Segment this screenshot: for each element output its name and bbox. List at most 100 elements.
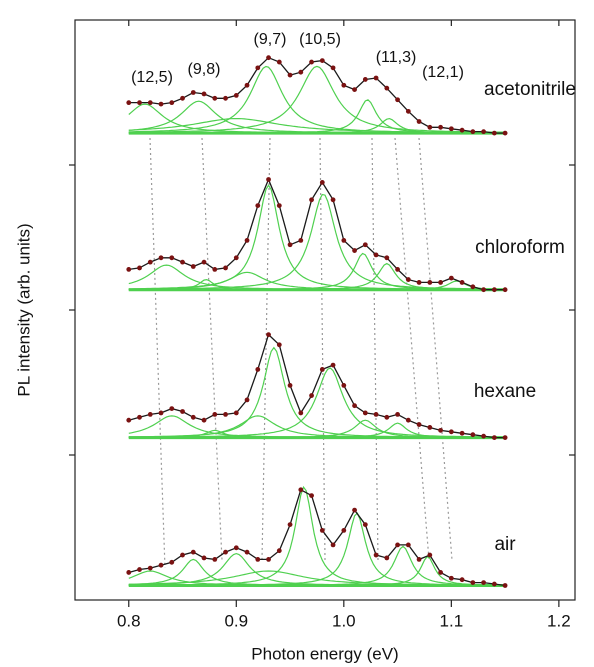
data-point <box>459 430 465 436</box>
data-point <box>470 432 476 438</box>
data-point <box>255 367 261 372</box>
data-point <box>244 549 250 555</box>
data-point <box>180 409 185 414</box>
peak-label: (11,3) <box>376 49 417 66</box>
data-point <box>341 82 347 88</box>
data-point <box>470 129 476 135</box>
data-point <box>233 255 239 261</box>
data-point <box>298 487 304 493</box>
data-point <box>330 197 336 203</box>
peak-label: (12,5) <box>131 69 173 86</box>
data-point <box>276 203 282 209</box>
data-point <box>223 549 228 555</box>
data-point <box>341 528 347 533</box>
data-point <box>169 100 175 106</box>
data-point <box>244 82 250 88</box>
data-point <box>233 93 239 98</box>
fit-component <box>128 264 506 291</box>
peak-label: (9,8) <box>188 61 221 78</box>
data-point <box>438 124 443 130</box>
data-point <box>416 557 422 562</box>
data-point <box>266 177 271 182</box>
data-point <box>395 542 400 548</box>
data-point <box>416 119 422 124</box>
fit-component <box>128 262 506 291</box>
series-label: acetonitrile <box>484 79 576 100</box>
fit-component <box>128 485 506 586</box>
data-point <box>212 557 218 562</box>
data-point <box>427 425 433 430</box>
data-point <box>362 410 368 416</box>
data-point <box>352 87 357 92</box>
data-point <box>309 493 314 498</box>
data-point <box>491 287 497 293</box>
x-tick-label: 1.2 <box>547 611 571 630</box>
data-point <box>190 90 196 95</box>
data-point <box>287 522 293 527</box>
data-point <box>180 259 185 265</box>
data-point <box>158 562 164 568</box>
fit-component <box>128 117 506 134</box>
series-label: chloroform <box>475 237 565 258</box>
data-point <box>190 414 196 420</box>
data-point <box>416 422 422 427</box>
data-point <box>384 555 390 561</box>
fit-component <box>128 367 506 438</box>
data-point <box>352 507 357 513</box>
data-point <box>158 101 164 107</box>
data-point <box>233 410 239 416</box>
fit-line <box>128 488 506 587</box>
data-point <box>169 406 175 411</box>
data-point <box>180 552 185 558</box>
data-point <box>352 248 357 253</box>
data-point <box>470 284 476 290</box>
data-point <box>126 417 132 423</box>
data-point <box>448 429 454 435</box>
data-point <box>502 130 508 136</box>
peak-label: (9,7) <box>254 31 287 48</box>
data-point <box>481 580 487 585</box>
data-point <box>169 255 175 261</box>
data-point <box>287 242 293 248</box>
data-point <box>373 552 379 558</box>
data-point <box>470 580 476 585</box>
data-point <box>362 522 368 527</box>
data-point <box>309 59 314 65</box>
data-point <box>137 100 142 106</box>
x-tick-label: 0.9 <box>224 611 248 630</box>
x-tick-label: 0.8 <box>117 611 141 630</box>
data-point <box>491 581 497 587</box>
data-point <box>362 77 368 82</box>
y-axis-label: PL intensity (arb. units) <box>14 223 33 396</box>
data-point <box>233 545 239 551</box>
data-point <box>298 238 304 243</box>
fit-component <box>128 117 506 134</box>
data-point <box>266 332 271 338</box>
x-tick-label: 1.0 <box>332 611 356 630</box>
data-point <box>427 552 433 558</box>
data-point <box>298 69 304 75</box>
data-point <box>341 238 347 243</box>
data-point <box>405 417 411 423</box>
data-point <box>223 265 228 271</box>
data-point <box>309 393 314 398</box>
data-point <box>438 427 443 433</box>
data-point <box>448 575 454 581</box>
data-point <box>147 259 153 265</box>
data-point <box>319 58 325 63</box>
guide-line <box>261 137 271 561</box>
guide-lines <box>149 137 453 569</box>
series-label: hexane <box>474 381 536 402</box>
data-point <box>223 412 228 417</box>
peak-label: (10,5) <box>299 31 341 48</box>
data-point <box>255 557 261 562</box>
x-axis-label: Photon energy (eV) <box>251 644 398 663</box>
data-point <box>276 342 282 348</box>
data-point <box>362 242 368 248</box>
data-point <box>459 280 465 285</box>
peak-label: (12,1) <box>422 64 464 81</box>
data-point <box>147 412 153 417</box>
data-point <box>276 59 282 65</box>
data-point <box>448 275 454 281</box>
data-point <box>158 410 164 416</box>
